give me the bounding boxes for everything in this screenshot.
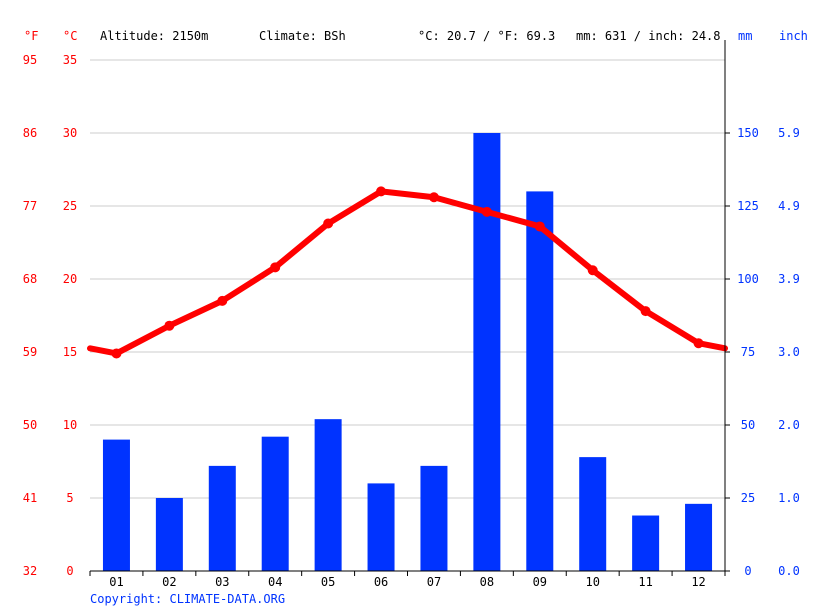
precipitation-bar xyxy=(526,191,554,571)
x-tick-label: 02 xyxy=(162,575,176,589)
celsius-tick-label: 30 xyxy=(63,126,77,140)
copyright-link[interactable]: Copyright: CLIMATE-DATA.ORG xyxy=(90,592,285,606)
mm-tick-label: 125 xyxy=(737,199,759,213)
inch-tick-label: 3.9 xyxy=(778,272,800,286)
inch-tick-label: 1.0 xyxy=(778,491,800,505)
temperature-point xyxy=(164,320,175,331)
fahrenheit-tick-label: 95 xyxy=(23,53,37,67)
precipitation-bar xyxy=(367,483,395,571)
temperature-point xyxy=(428,192,439,203)
precipitation-bars xyxy=(102,133,713,571)
axis-tick-labels: 01 02 03 04 05 06 07 08 09 10 11 123530252015105095… xyxy=(23,53,800,589)
precipitation-bar xyxy=(155,498,183,571)
axes xyxy=(89,40,730,576)
unit-mm-label: mm xyxy=(738,29,752,43)
celsius-tick-label: 10 xyxy=(63,418,77,432)
temperature-point xyxy=(323,218,334,229)
temperature-series-line xyxy=(87,188,728,357)
temperature-point xyxy=(534,221,545,232)
inch-tick-label: 4.9 xyxy=(778,199,800,213)
celsius-tick-label: 35 xyxy=(63,53,77,67)
fahrenheit-tick-label: 59 xyxy=(23,345,37,359)
celsius-tick-label: 0 xyxy=(66,564,73,578)
x-tick-label: 03 xyxy=(215,575,229,589)
precipitation-bar xyxy=(685,503,713,571)
precipitation-bar xyxy=(261,436,289,571)
unit-fahrenheit-label: °F xyxy=(24,29,38,43)
temperature-point xyxy=(693,338,704,349)
inch-tick-label: 5.9 xyxy=(778,126,800,140)
avg-precipitation-label: mm: 631 / inch: 24.8 xyxy=(576,29,721,43)
temperature-line xyxy=(87,186,728,359)
inch-tick-label: 0.0 xyxy=(778,564,800,578)
fahrenheit-tick-label: 50 xyxy=(23,418,37,432)
temperature-point xyxy=(587,265,598,276)
precipitation-bar xyxy=(420,465,448,571)
climate-label: Climate: BSh xyxy=(259,29,346,43)
precipitation-bar xyxy=(208,465,236,571)
gridlines xyxy=(90,59,725,499)
x-tick-label: 07 xyxy=(427,575,441,589)
altitude-label: Altitude: 2150m xyxy=(100,29,208,43)
x-tick-label: 11 xyxy=(638,575,652,589)
inch-tick-label: 3.0 xyxy=(778,345,800,359)
precipitation-bar xyxy=(632,515,660,571)
mm-tick-label: 50 xyxy=(741,418,755,432)
celsius-tick-label: 15 xyxy=(63,345,77,359)
temperature-point xyxy=(640,306,651,317)
fahrenheit-tick-label: 32 xyxy=(23,564,37,578)
fahrenheit-tick-label: 68 xyxy=(23,272,37,286)
x-tick-label: 01 xyxy=(109,575,123,589)
x-tick-label: 06 xyxy=(374,575,388,589)
mm-tick-label: 0 xyxy=(744,564,751,578)
celsius-tick-label: 5 xyxy=(66,491,73,505)
temperature-point xyxy=(376,186,387,197)
mm-tick-label: 100 xyxy=(737,272,759,286)
x-tick-label: 04 xyxy=(268,575,282,589)
avg-temperature-label: °C: 20.7 / °F: 69.3 xyxy=(418,29,555,43)
x-tick-label: 08 xyxy=(480,575,494,589)
fahrenheit-tick-label: 41 xyxy=(23,491,37,505)
unit-celsius-label: °C xyxy=(63,29,77,43)
fahrenheit-tick-label: 77 xyxy=(23,199,37,213)
temperature-point xyxy=(481,206,492,217)
precipitation-bar xyxy=(102,439,130,571)
mm-tick-label: 150 xyxy=(737,126,759,140)
precipitation-bar xyxy=(473,133,501,571)
x-tick-label: 12 xyxy=(691,575,705,589)
precipitation-bar xyxy=(579,457,607,571)
mm-tick-label: 75 xyxy=(741,345,755,359)
temperature-point xyxy=(217,295,228,306)
fahrenheit-tick-label: 86 xyxy=(23,126,37,140)
celsius-tick-label: 20 xyxy=(63,272,77,286)
mm-tick-label: 25 xyxy=(741,491,755,505)
x-tick-label: 09 xyxy=(533,575,547,589)
precipitation-bar xyxy=(314,419,342,571)
temperature-point xyxy=(270,262,281,273)
x-tick-label: 05 xyxy=(321,575,335,589)
temperature-point xyxy=(111,348,122,359)
inch-tick-label: 2.0 xyxy=(778,418,800,432)
unit-inch-label: inch xyxy=(779,29,808,43)
x-tick-label: 10 xyxy=(585,575,599,589)
celsius-tick-label: 25 xyxy=(63,199,77,213)
